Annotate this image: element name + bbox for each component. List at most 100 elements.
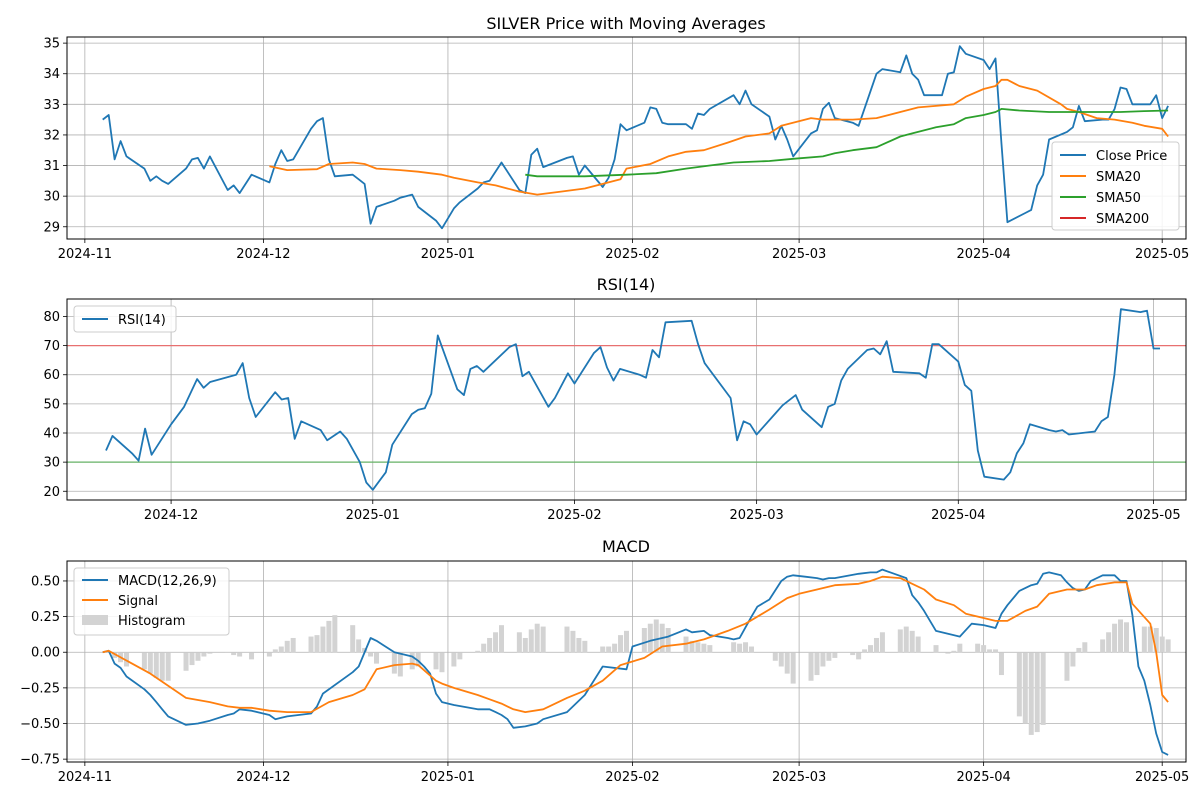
histogram-bar (731, 642, 737, 653)
histogram-bar (320, 626, 326, 653)
histogram-bar (915, 636, 921, 653)
histogram-bar (1016, 652, 1022, 717)
histogram-bar (314, 635, 320, 653)
x-tick-label: 2025-02 (547, 508, 601, 523)
histogram-bar (701, 643, 707, 653)
histogram-bar (534, 623, 540, 653)
price-panel: SILVER Price with Moving Averages 2024-1… (43, 14, 1189, 262)
histogram-bar (564, 626, 570, 653)
x-tick-label: 2025-05 (1126, 508, 1180, 523)
x-tick-label: 2025-03 (772, 247, 826, 262)
y-tick-label: 33 (43, 98, 60, 113)
histogram-bar (665, 628, 671, 653)
y-tick-label: 30 (43, 456, 60, 471)
histogram-bar (1034, 652, 1040, 733)
histogram-bar (606, 646, 612, 653)
histogram-bar (451, 652, 457, 667)
x-tick-label: 2025-03 (772, 770, 826, 785)
histogram-bar (439, 652, 445, 673)
histogram-bar (1040, 652, 1046, 725)
histogram-bar (820, 652, 826, 667)
histogram-bar (1153, 628, 1159, 653)
histogram-bar (689, 640, 695, 653)
histogram-bar (1112, 623, 1118, 653)
histogram-bar (368, 652, 374, 657)
histogram-bar (862, 649, 868, 653)
histogram-bar (808, 652, 814, 681)
price-axes-frame (66, 36, 1187, 240)
histogram-bar (481, 643, 487, 653)
histogram-bar (391, 652, 397, 674)
y-tick-label: 31 (43, 159, 60, 174)
y-tick-label: −0.50 (20, 717, 60, 732)
histogram-bar (737, 643, 743, 653)
x-tick-label: 2025-02 (605, 247, 659, 262)
histogram-bar (189, 652, 195, 666)
y-tick-label: 0.00 (31, 646, 60, 661)
histogram-bar (850, 652, 856, 656)
histogram-bar (326, 620, 332, 653)
rsi-legend: RSI(14) (73, 305, 177, 333)
y-tick-label: 35 (43, 37, 60, 52)
histogram-bar (576, 637, 582, 653)
histogram-bar (225, 652, 231, 653)
histogram-bar (308, 636, 314, 653)
histogram-bar (350, 625, 356, 653)
macd-chart-title: MACD (602, 537, 650, 556)
histogram-bar (159, 652, 165, 681)
histogram-bar (249, 652, 255, 660)
histogram-bar (624, 630, 629, 653)
x-tick-label: 2024-12 (236, 247, 290, 262)
histogram-bar (784, 652, 790, 674)
histogram-bar (909, 630, 915, 653)
histogram-bar (998, 652, 1004, 676)
histogram-bar (814, 652, 820, 676)
price-chart-title: SILVER Price with Moving Averages (486, 14, 765, 33)
histogram-bar (933, 645, 939, 653)
histogram-bar (153, 652, 159, 678)
histogram-bar (879, 632, 885, 653)
histogram-bar (1022, 652, 1028, 724)
histogram-bar (748, 646, 754, 653)
histogram-bar (284, 640, 290, 653)
histogram-bar (1159, 636, 1165, 653)
legend-swatch-histogram (82, 615, 108, 625)
x-tick-label: 2024-12 (144, 508, 198, 523)
y-tick-label: 30 (43, 190, 60, 205)
histogram-bar (945, 652, 951, 654)
histogram-bar (600, 646, 606, 653)
histogram-bar (939, 652, 945, 653)
x-tick-label: 2025-05 (1135, 770, 1189, 785)
histogram-bar (415, 652, 421, 667)
legend-label-signal: Signal (118, 594, 158, 609)
histogram-bar (790, 652, 796, 684)
x-tick-label: 2025-02 (605, 770, 659, 785)
histogram-bar (1076, 647, 1082, 653)
histogram-bar (493, 632, 499, 653)
legend-label-macd: MACD(12,26,9) (118, 574, 217, 589)
histogram-bar (272, 649, 278, 653)
histogram-bar (1082, 642, 1088, 653)
histogram-bar (201, 652, 207, 657)
macd-legend: MACD(12,26,9) Signal Histogram (73, 567, 230, 636)
y-tick-label: −0.75 (20, 753, 60, 768)
y-tick-label: 40 (43, 427, 60, 442)
histogram-bar (826, 652, 832, 661)
y-tick-label: 34 (43, 67, 60, 82)
histogram-bar (1123, 622, 1129, 653)
rsi-panel: RSI(14) 2024-12 2025-01 2025-02 2025-03 2025… (43, 275, 1187, 523)
histogram-bar (1106, 632, 1112, 653)
y-tick-label: 60 (43, 368, 60, 383)
macd-panel: MACD 2024-11 2024-12 2025-01 2025-02 2025-03… (20, 537, 1189, 785)
y-tick-label: 0.50 (31, 574, 60, 589)
histogram-bar (993, 649, 999, 653)
x-tick-label: 2025-04 (956, 247, 1010, 262)
histogram-bar (487, 637, 493, 653)
histogram-bar (653, 619, 659, 653)
legend-label-rsi: RSI(14) (118, 313, 166, 328)
histogram-bar (1118, 619, 1124, 653)
histogram-bar (1028, 652, 1034, 735)
series-line-close-price (102, 45, 1169, 230)
histogram-bar (374, 652, 380, 664)
